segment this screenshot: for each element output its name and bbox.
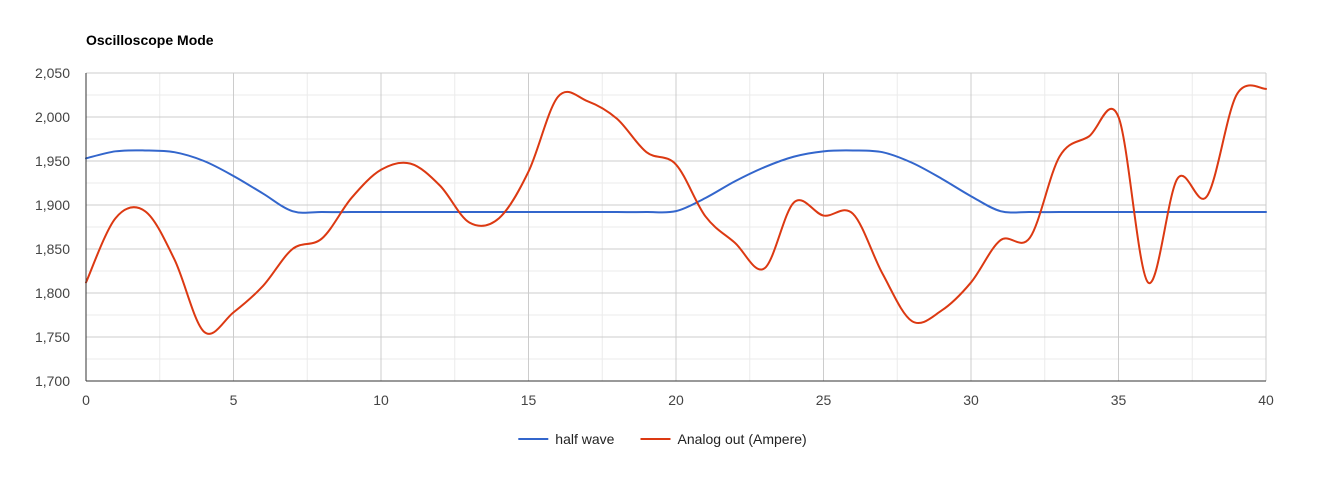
- y-tick-label: 1,800: [35, 285, 70, 301]
- series-line-analog-out: [85, 84, 1267, 335]
- y-tick-label: 1,900: [35, 197, 70, 213]
- legend-item-half-wave[interactable]: half wave: [518, 431, 615, 447]
- x-tick-label: 20: [668, 392, 684, 408]
- y-tick-label: 2,050: [35, 65, 70, 81]
- x-tick-label: 5: [230, 392, 238, 408]
- series-lines: [85, 84, 1267, 335]
- y-tick-label: 1,850: [35, 241, 70, 257]
- x-tick-label: 25: [816, 392, 832, 408]
- x-tick-label: 15: [521, 392, 537, 408]
- chart-title: Oscilloscope Mode: [86, 32, 214, 48]
- legend-label: half wave: [555, 431, 614, 447]
- y-tick-label: 1,950: [35, 153, 70, 169]
- x-tick-label: 10: [373, 392, 389, 408]
- legend[interactable]: half wave Analog out (Ampere): [518, 431, 807, 447]
- y-axis-tick-labels: 1,700 1,750 1,800 1,850 1,900 1,950 2,000 2,050: [35, 65, 70, 389]
- x-tick-label: 40: [1258, 392, 1274, 408]
- legend-item-analog-out[interactable]: Analog out (Ampere): [640, 431, 807, 447]
- x-tick-label: 30: [963, 392, 979, 408]
- y-tick-label: 1,750: [35, 329, 70, 345]
- legend-label: Analog out (Ampere): [678, 431, 807, 447]
- x-tick-label: 0: [82, 392, 90, 408]
- x-tick-label: 35: [1111, 392, 1127, 408]
- x-axis-tick-labels: 0 5 10 15 20 25 30 35 40: [82, 392, 1274, 408]
- series-line-half-wave: [85, 149, 1267, 214]
- y-tick-label: 1,700: [35, 373, 70, 389]
- y-tick-label: 2,000: [35, 109, 70, 125]
